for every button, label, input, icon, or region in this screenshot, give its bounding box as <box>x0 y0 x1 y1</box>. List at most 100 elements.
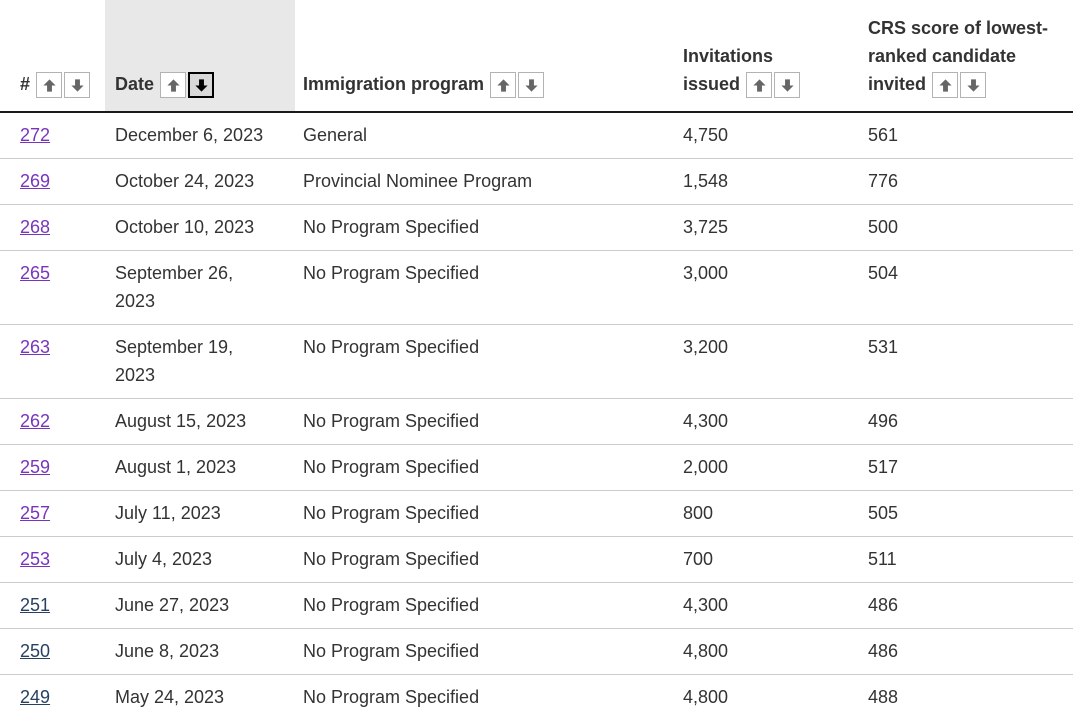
arrow-down-icon <box>524 78 539 93</box>
invitations-issued-cell: 4,300 <box>675 582 860 629</box>
draw-date-cell: October 24, 2023 <box>105 158 295 205</box>
invitations-issued-cell: 800 <box>675 490 860 537</box>
draw-number-cell: 263 <box>0 324 105 399</box>
draw-number-link[interactable]: 272 <box>20 125 51 145</box>
invitations-issued-cell: 4,750 <box>683 125 729 145</box>
draw-date-cell: June 27, 2023 <box>105 582 295 629</box>
draw-number-cell: 259 <box>0 444 105 491</box>
draw-table-body: 272 December 6, 2023 General 4,750 561 2… <box>0 112 1073 713</box>
table-row: 268 October 10, 2023 No Program Specifie… <box>0 204 1073 251</box>
sort-descending-button[interactable] <box>960 72 987 98</box>
sort-ascending-button[interactable] <box>490 72 517 98</box>
draw-number-link[interactable]: 251 <box>20 595 51 615</box>
draw-date-cell: December 6, 2023 <box>115 125 264 145</box>
draw-number-cell: 249 <box>0 674 105 713</box>
draw-date-cell: May 24, 2023 <box>105 674 295 713</box>
sort-descending-button[interactable] <box>64 72 91 98</box>
sort-descending-button[interactable] <box>518 72 545 98</box>
draw-number-link[interactable]: 250 <box>20 641 51 661</box>
column-header-number: # <box>0 0 105 113</box>
draw-date-cell: August 1, 2023 <box>105 444 295 491</box>
immigration-program-cell: No Program Specified <box>295 536 675 583</box>
column-label-crs-score: CRS score of lowest-ranked candidate <box>868 17 1049 66</box>
crs-score-cell: 517 <box>860 444 1073 491</box>
column-label-invitations-issued: Invitations <box>683 45 774 66</box>
draw-number-cell: 253 <box>0 536 105 583</box>
draw-number-link[interactable]: 253 <box>20 549 51 569</box>
crs-score-cell: 531 <box>860 324 1073 399</box>
invitations-issued-cell: 2,000 <box>675 444 860 491</box>
table-row: 265 September 26, 2023 No Program Specif… <box>0 250 1073 325</box>
column-header-invitations-issued: Invitations issued <box>675 0 860 113</box>
invitations-issued-cell: 4,800 <box>675 628 860 675</box>
table-row: 269 October 24, 2023 Provincial Nominee … <box>0 158 1073 205</box>
draw-number-link[interactable]: 269 <box>20 171 51 191</box>
draw-date-cell: September 26, 2023 <box>105 250 295 325</box>
arrow-up-icon <box>938 78 953 93</box>
draw-date-cell: July 11, 2023 <box>105 490 295 537</box>
immigration-program-cell: No Program Specified <box>295 324 675 399</box>
draw-number-link[interactable]: 265 <box>20 263 51 283</box>
table-row: 257 July 11, 2023 No Program Specified 8… <box>0 490 1073 537</box>
immigration-program-cell: General <box>303 125 368 145</box>
sort-ascending-button[interactable] <box>36 72 63 98</box>
draw-number-link[interactable]: 263 <box>20 337 51 357</box>
table-header: # Date Immigration program Invitations i… <box>0 0 1073 113</box>
draw-date-cell: June 8, 2023 <box>105 628 295 675</box>
draw-number-link[interactable]: 268 <box>20 217 51 237</box>
arrow-down-icon <box>780 78 795 93</box>
draw-number-link[interactable]: 257 <box>20 503 51 523</box>
arrow-up-icon <box>166 78 181 93</box>
draw-number-cell: 268 <box>0 204 105 251</box>
sort-ascending-button[interactable] <box>746 72 773 98</box>
draw-date-cell: August 15, 2023 <box>105 398 295 445</box>
sort-ascending-button[interactable] <box>932 72 959 98</box>
header-row: # Date Immigration program Invitations i… <box>0 0 1073 113</box>
sort-controls <box>160 72 215 98</box>
arrow-down-icon <box>70 78 85 93</box>
crs-score-cell: 486 <box>860 582 1073 629</box>
draw-number-cell: 269 <box>0 158 105 205</box>
immigration-program-cell: Provincial Nominee Program <box>295 158 675 205</box>
draw-number-link[interactable]: 262 <box>20 411 51 431</box>
table-row: 253 July 4, 2023 No Program Specified 70… <box>0 536 1073 583</box>
sort-descending-button[interactable] <box>188 72 215 98</box>
column-header-date: Date <box>105 0 295 113</box>
invitations-issued-cell: 3,000 <box>675 250 860 325</box>
immigration-program-cell: No Program Specified <box>295 204 675 251</box>
arrow-down-icon <box>194 78 209 93</box>
table-row: 250 June 8, 2023 No Program Specified 4,… <box>0 628 1073 675</box>
draw-number-link[interactable]: 249 <box>20 687 51 707</box>
draw-number-cell: 257 <box>0 490 105 537</box>
draw-number-link[interactable]: 259 <box>20 457 51 477</box>
invitations-issued-cell: 4,800 <box>675 674 860 713</box>
arrow-up-icon <box>496 78 511 93</box>
draw-number-cell: 250 <box>0 628 105 675</box>
invitations-issued-cell: 700 <box>675 536 860 583</box>
draw-date-cell: September 19, 2023 <box>105 324 295 399</box>
immigration-program-cell: No Program Specified <box>295 250 675 325</box>
draw-number-cell: 265 <box>0 250 105 325</box>
sort-controls <box>932 72 987 98</box>
sort-controls <box>490 72 545 98</box>
immigration-program-cell: No Program Specified <box>295 444 675 491</box>
arrow-up-icon <box>752 78 767 93</box>
table-row: 249 May 24, 2023 No Program Specified 4,… <box>0 674 1073 713</box>
immigration-program-cell: No Program Specified <box>295 398 675 445</box>
invitations-issued-cell: 3,725 <box>675 204 860 251</box>
sort-ascending-button[interactable] <box>160 72 187 98</box>
crs-score-cell: 504 <box>860 250 1073 325</box>
table-row: 262 August 15, 2023 No Program Specified… <box>0 398 1073 445</box>
crs-score-cell: 511 <box>860 536 1073 583</box>
arrow-up-icon <box>42 78 57 93</box>
table-row: 263 September 19, 2023 No Program Specif… <box>0 324 1073 399</box>
column-header-crs-score: CRS score of lowest-ranked candidate inv… <box>860 0 1073 113</box>
draw-number-cell: 251 <box>0 582 105 629</box>
table-row: 251 June 27, 2023 No Program Specified 4… <box>0 582 1073 629</box>
invitations-issued-cell: 1,548 <box>675 158 860 205</box>
draw-number-cell: 272 <box>0 112 105 159</box>
column-header-immigration-program: Immigration program <box>295 0 675 113</box>
sort-descending-button[interactable] <box>774 72 801 98</box>
